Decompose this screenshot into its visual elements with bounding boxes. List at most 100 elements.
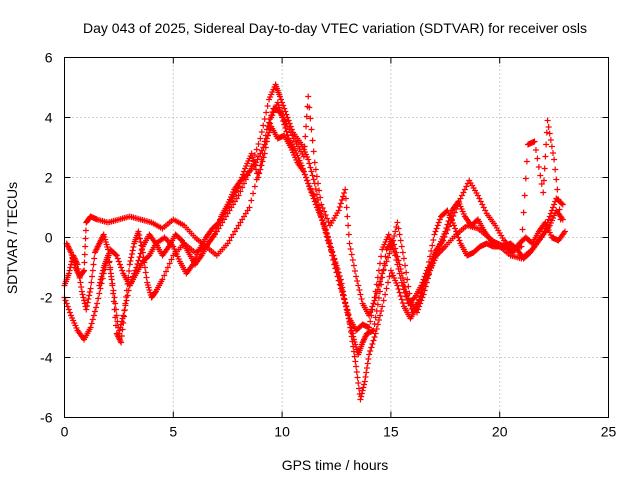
data-point <box>308 126 315 133</box>
data-point <box>211 231 218 238</box>
data-point <box>311 159 318 166</box>
data-point <box>93 304 100 311</box>
data-point <box>67 264 74 271</box>
data-point <box>65 270 72 277</box>
data-point <box>395 225 402 232</box>
data-point <box>283 128 290 135</box>
data-point <box>326 243 333 250</box>
data-point <box>94 300 101 307</box>
data-point <box>370 327 377 334</box>
data-point <box>348 327 355 334</box>
data-point <box>551 156 558 163</box>
data-point <box>251 162 258 169</box>
y-axis-label: SDTVAR / TECUs <box>4 182 20 294</box>
data-point <box>302 133 309 140</box>
data-point <box>522 175 529 182</box>
data-point <box>435 219 442 226</box>
data-point <box>336 273 343 279</box>
data-point <box>163 268 170 275</box>
data-point <box>344 213 351 220</box>
data-point <box>391 241 398 248</box>
data-point <box>248 197 255 204</box>
data-point <box>246 204 253 211</box>
data-point <box>319 217 326 224</box>
data-point <box>137 250 144 257</box>
data-point <box>444 221 451 228</box>
data-point <box>97 285 104 292</box>
data-point <box>342 303 349 310</box>
data-point <box>399 300 406 306</box>
data-point <box>386 235 393 241</box>
data-point <box>460 189 467 196</box>
data-point <box>260 154 267 161</box>
data-point <box>543 129 550 136</box>
data-point <box>545 216 552 223</box>
data-point <box>446 214 453 221</box>
data-point <box>81 297 88 304</box>
data-point <box>561 228 568 235</box>
data-point <box>308 168 315 175</box>
data-point <box>345 231 352 238</box>
data-point <box>453 228 460 235</box>
data-point <box>402 262 409 269</box>
data-point <box>279 114 286 121</box>
data-point <box>395 257 402 264</box>
data-point <box>330 252 337 259</box>
data-point <box>303 113 310 120</box>
data-point <box>79 291 86 298</box>
data-point <box>303 174 310 181</box>
data-point <box>371 321 378 327</box>
data-point <box>255 174 262 181</box>
data-point <box>261 150 268 157</box>
data-point <box>397 266 404 272</box>
data-point <box>311 195 318 202</box>
data-point <box>262 144 269 151</box>
data-point <box>363 365 370 371</box>
data-point <box>159 276 166 283</box>
data-point <box>354 278 361 284</box>
data-point <box>541 165 548 172</box>
data-point <box>392 245 399 252</box>
x-tick-label: 0 <box>61 424 69 440</box>
data-point <box>442 228 449 235</box>
data-point <box>521 192 528 199</box>
data-point <box>91 308 98 315</box>
data-point <box>339 284 346 291</box>
data-point <box>122 302 129 309</box>
data-point <box>552 166 559 173</box>
data-point <box>523 158 530 165</box>
data-point <box>299 165 306 172</box>
data-point <box>555 196 562 203</box>
data-point <box>370 337 377 344</box>
data-point <box>452 225 459 232</box>
data-point <box>259 158 266 165</box>
data-point <box>298 162 305 169</box>
data-point <box>168 256 175 263</box>
data-point <box>544 117 551 124</box>
data-point <box>83 306 90 313</box>
data-point <box>479 201 486 208</box>
data-point <box>403 288 410 295</box>
data-point <box>332 259 339 265</box>
data-point <box>313 201 320 208</box>
data-point <box>123 297 130 304</box>
data-point <box>348 251 355 258</box>
data-point <box>455 234 462 241</box>
data-point <box>309 172 316 179</box>
data-point <box>537 172 544 179</box>
y-tick-label: -4 <box>40 350 53 366</box>
data-point <box>129 247 136 254</box>
data-point <box>374 301 381 308</box>
data-point <box>81 251 88 258</box>
data-point <box>312 186 319 192</box>
data-point <box>81 267 88 274</box>
data-point <box>119 267 126 274</box>
data-point <box>321 208 328 215</box>
data-point <box>377 288 384 295</box>
data-point <box>358 296 365 302</box>
data-point <box>316 207 323 214</box>
data-point <box>551 201 558 208</box>
data-point <box>97 276 104 283</box>
data-point <box>431 231 438 238</box>
data-point <box>99 267 106 274</box>
